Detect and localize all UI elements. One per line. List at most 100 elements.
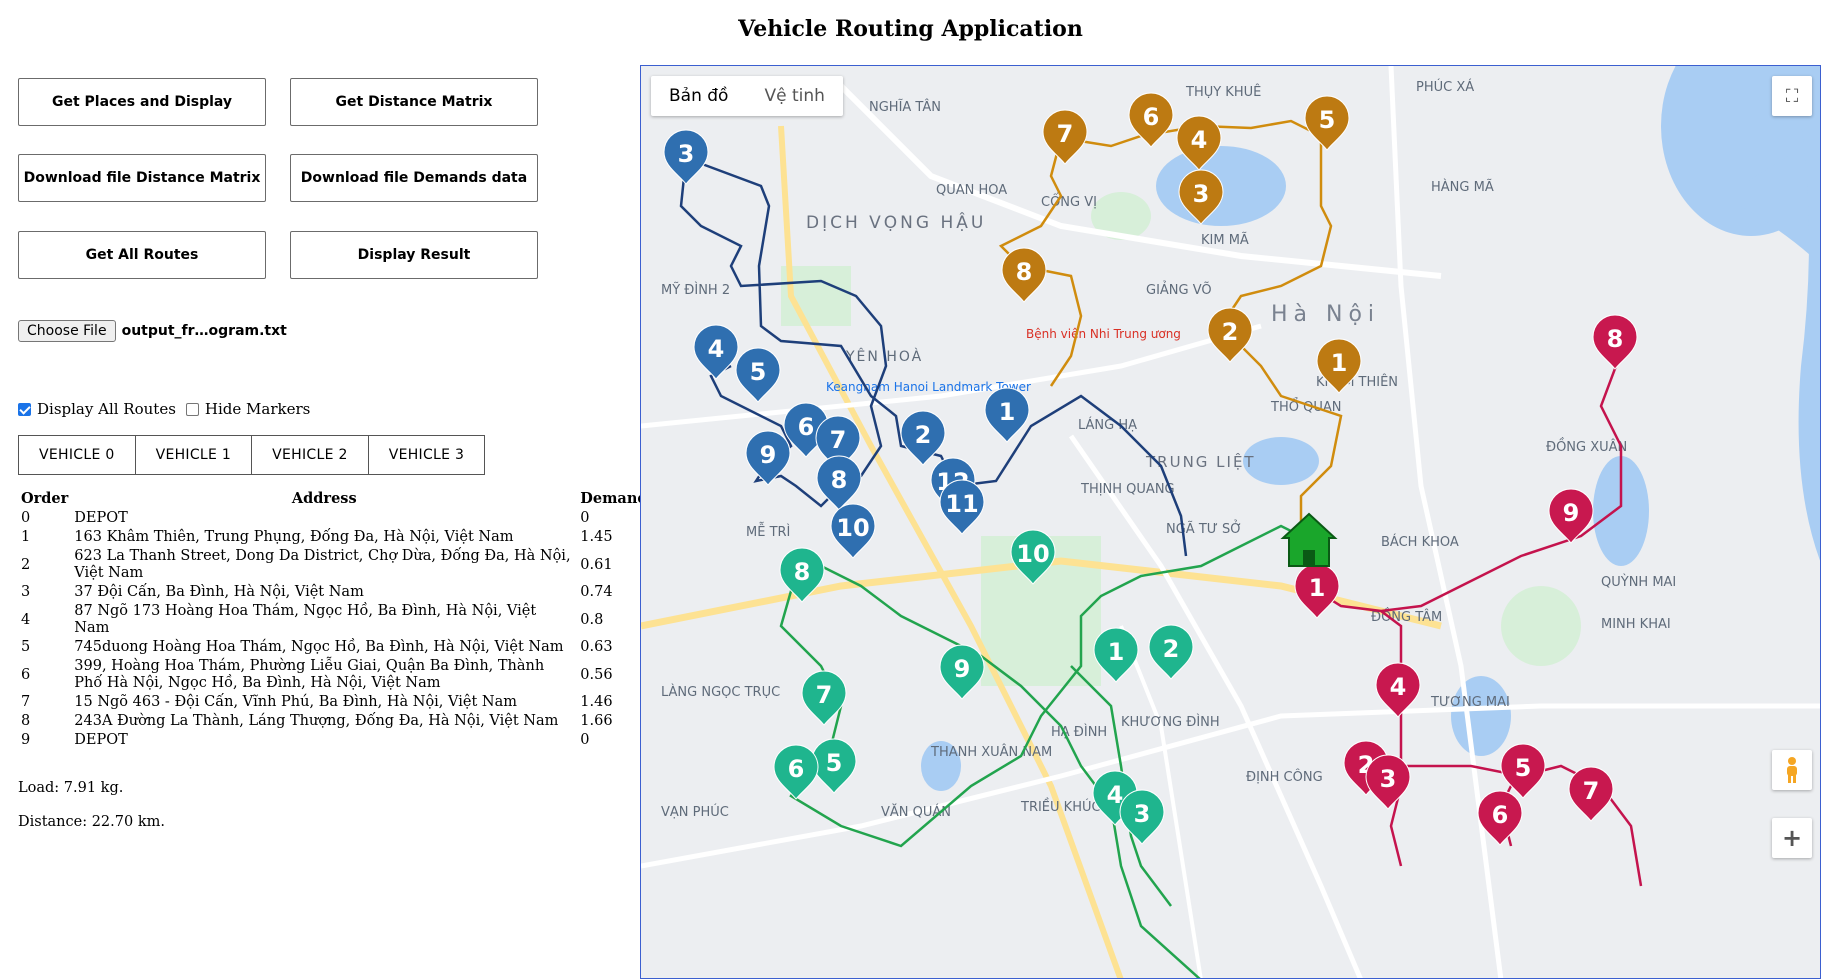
route-marker-v3[interactable]: 1 (1294, 563, 1340, 619)
route-marker-v3[interactable]: 4 (1375, 662, 1421, 718)
cell-order: 4 (21, 611, 31, 628)
table-row: 4 87 Ngõ 173 Hoàng Hoa Thám, Ngọc Hồ, Ba … (18, 602, 651, 638)
page-title: Vehicle Routing Application (738, 16, 1083, 42)
route-marker-label: 10 (1016, 540, 1049, 568)
cell-demand: 1.45 (580, 529, 613, 545)
route-marker-label: 3 (1193, 180, 1210, 208)
route-marker-v3[interactable]: 9 (1548, 488, 1594, 544)
route-marker-v1[interactable]: 2 (1207, 307, 1253, 363)
route-marker-v0[interactable]: 8 (816, 455, 862, 511)
cell-demand: 0.74 (580, 584, 613, 600)
route-marker-v3[interactable]: 8 (1592, 314, 1638, 370)
map-label-kim-ma: KIM MÃ (1201, 232, 1249, 248)
route-marker-v0[interactable]: 3 (663, 129, 709, 185)
download-distance-matrix-button[interactable]: Download file Distance Matrix (18, 154, 266, 202)
cell-order: 3 (21, 584, 31, 600)
map[interactable]: Hà Nội DỊCH VỌNG HẬU TRUNG LIỆT YÊN HOÀ … (640, 65, 1821, 979)
hide-markers-label: Hide Markers (204, 400, 311, 418)
route-marker-v2[interactable]: 9 (939, 644, 985, 700)
map-label-minh-khai: MINH KHAI (1601, 617, 1671, 632)
map-tab-satellite[interactable]: Vệ tinh (764, 86, 825, 106)
cell-address: 623 La Thanh Street, Dong Da District, C… (74, 548, 571, 581)
cell-demand: 0.8 (580, 611, 604, 628)
route-options: Display All Routes Hide Markers (18, 400, 310, 418)
route-marker-v1[interactable]: 6 (1128, 92, 1174, 148)
zoom-in-button[interactable]: + (1772, 818, 1812, 858)
get-all-routes-button[interactable]: Get All Routes (18, 231, 266, 279)
route-marker-v3[interactable]: 5 (1500, 743, 1546, 799)
table-row: 6 399, Hoàng Hoa Thám, Phường Liễu Giai, … (18, 657, 651, 693)
route-marker-v0[interactable]: 2 (900, 410, 946, 466)
depot-home-icon[interactable] (1280, 512, 1338, 567)
cell-order: 1 (21, 529, 31, 545)
route-marker-v0[interactable]: 9 (745, 430, 791, 486)
map-label-dong-xuan: ĐỒNG XUÂN (1546, 438, 1627, 455)
cell-order: 5 (21, 639, 31, 655)
route-marker-v0[interactable]: 7 (815, 415, 861, 471)
map-label-ha-dinh: HẠ ĐÌNH (1051, 724, 1107, 740)
choose-file-button[interactable]: Choose File (18, 320, 116, 342)
map-label-dinh-cong: ĐỊNH CÔNG (1246, 769, 1323, 785)
vehicle-1-button[interactable]: VEHICLE 1 (134, 435, 253, 475)
cell-address: DEPOT (74, 510, 128, 526)
cell-order: 2 (21, 556, 31, 573)
route-marker-v2[interactable]: 1 (1093, 627, 1139, 683)
table-row: 5 745duong Hoàng Hoa Thám, Ngọc Hồ, Ba Đì… (18, 638, 651, 657)
download-demands-button[interactable]: Download file Demands data (290, 154, 538, 202)
get-distance-matrix-button[interactable]: Get Distance Matrix (290, 78, 538, 126)
route-marker-v0[interactable]: 10 (830, 503, 876, 559)
route-marker-v0[interactable]: 11 (939, 479, 985, 535)
route-marker-v3[interactable]: 7 (1568, 766, 1614, 822)
route-marker-label: 7 (1583, 777, 1600, 805)
get-places-button[interactable]: Get Places and Display (18, 78, 266, 126)
map-type-tabs: Bản đồ Vệ tinh (651, 76, 843, 116)
hide-markers-checkbox[interactable] (185, 402, 199, 416)
route-marker-label: 2 (915, 421, 932, 449)
map-label-tuong-mai: TƯƠNG MAI (1430, 695, 1510, 710)
cell-address: 163 Khâm Thiên, Trung Phụng, Đống Đa, Hà… (74, 529, 514, 545)
display-result-button[interactable]: Display Result (290, 231, 538, 279)
route-marker-v1[interactable]: 3 (1178, 169, 1224, 225)
route-marker-v2[interactable]: 7 (801, 670, 847, 726)
vehicle-tabs: VEHICLE 0 VEHICLE 1 VEHICLE 2 VEHICLE 3 (18, 435, 486, 475)
route-marker-v0[interactable]: 1 (984, 387, 1030, 443)
map-label-cong-vi: CỐNG VỊ (1041, 193, 1097, 210)
vehicle-3-button[interactable]: VEHICLE 3 (367, 435, 486, 475)
display-all-routes-checkbox[interactable] (18, 402, 31, 416)
route-marker-v1[interactable]: 8 (1001, 247, 1047, 303)
route-marker-v2[interactable]: 3 (1119, 789, 1165, 845)
route-marker-v1[interactable]: 5 (1304, 95, 1350, 151)
route-marker-v3[interactable]: 3 (1365, 754, 1411, 810)
route-marker-label: 7 (816, 681, 833, 709)
cell-demand: 0.56 (580, 666, 613, 683)
vehicle-0-button[interactable]: VEHICLE 0 (18, 435, 136, 475)
route-marker-label: 1 (999, 398, 1016, 426)
route-markers[interactable]: 3456798102112117645382110812975643891423… (663, 92, 1638, 846)
route-marker-v3[interactable]: 6 (1477, 790, 1523, 846)
route-marker-v2[interactable]: 5 (811, 738, 857, 794)
route-marker-label: 6 (788, 755, 805, 783)
fullscreen-icon[interactable]: ⛶ (1772, 76, 1812, 116)
pegman-icon[interactable] (1772, 750, 1812, 790)
route-marker-v2[interactable]: 10 (1010, 529, 1056, 585)
route-marker-v1[interactable]: 1 (1316, 338, 1362, 394)
route-marker-v1[interactable]: 4 (1176, 115, 1222, 171)
cell-address: 399, Hoàng Hoa Thám, Phường Liễu Giai, Q… (74, 658, 545, 691)
route-marker-v2[interactable]: 8 (779, 547, 825, 603)
route-marker-v2[interactable]: 6 (773, 744, 819, 800)
map-label-dich-vong-hau: DỊCH VỌNG HẬU (806, 211, 986, 233)
map-canvas[interactable]: Hà Nội DỊCH VỌNG HẬU TRUNG LIỆT YÊN HOÀ … (641, 66, 1821, 979)
route-marker-v0[interactable]: 4 (693, 324, 739, 380)
map-label-hospital: Bệnh viện Nhi Trung ương (1026, 327, 1181, 341)
cell-address: 87 Ngõ 173 Hoàng Hoa Thám, Ngọc Hồ, Ba Đ… (74, 603, 537, 636)
route-marker-v1[interactable]: 7 (1042, 109, 1088, 165)
map-label-nghia-tan: NGHĨA TÂN (869, 99, 941, 115)
map-tab-map[interactable]: Bản đồ (669, 86, 729, 106)
map-label-thuy-khue: THỤY KHUÊ (1185, 84, 1261, 100)
address-header: Address (291, 490, 357, 507)
route-marker-v0[interactable]: 5 (735, 347, 781, 403)
file-input[interactable]: Choose File output_fr…ogram.txt (18, 320, 287, 342)
vehicle-2-button[interactable]: VEHICLE 2 (251, 435, 369, 475)
cell-address: 745duong Hoàng Hoa Thám, Ngọc Hồ, Ba Đìn… (74, 639, 564, 655)
route-marker-v2[interactable]: 2 (1148, 624, 1194, 680)
